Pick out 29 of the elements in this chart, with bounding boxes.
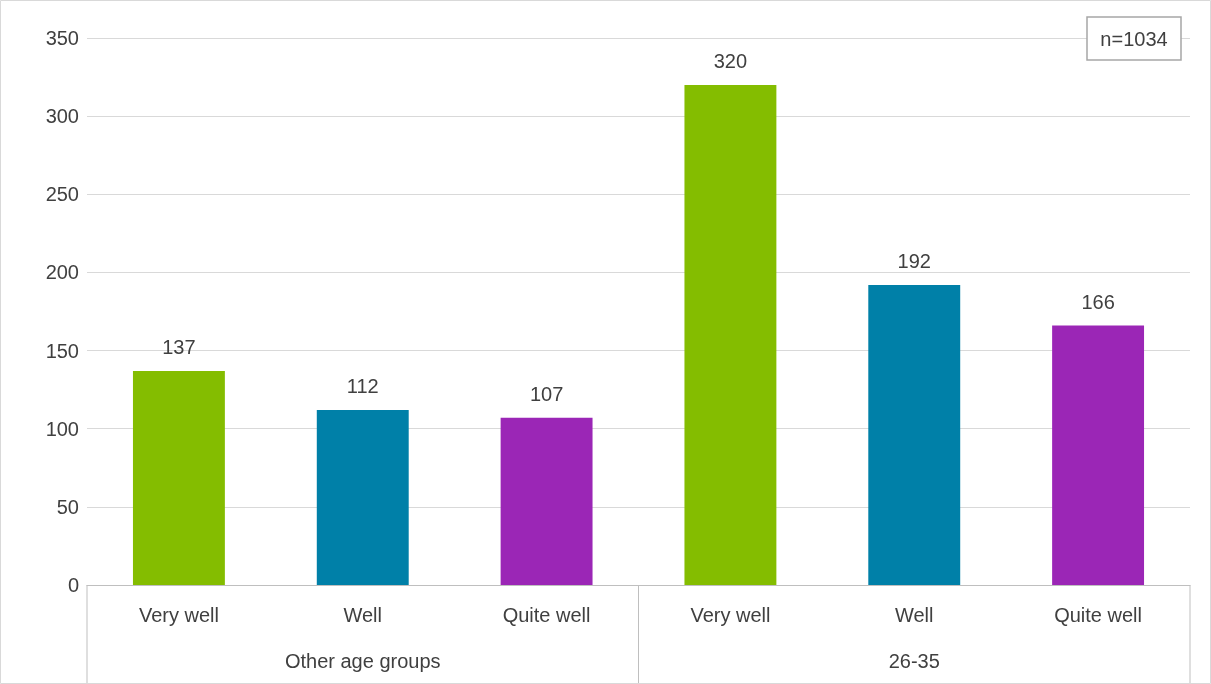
text: Other age groups [284,650,441,672]
y-tick-label: 100 [45,417,79,440]
x-tick-label: Quite well [1054,604,1142,626]
bar [868,284,961,585]
y-tick-label: 150 [45,339,79,362]
bar [132,370,225,585]
bar [684,84,777,585]
x-tick-label: Well [343,604,383,626]
data-label: 166 [1081,290,1115,313]
x-tick-label: Well [894,604,934,626]
x-tick-label: Very well [690,604,771,626]
data-label: 137 [162,335,196,358]
y-tick-label: 200 [45,261,79,284]
y-tick-label: 250 [45,183,79,206]
y-tick-label: 300 [45,105,79,128]
x-tick-label: Quite well [502,604,591,626]
y-tick-label: 0 [67,574,79,596]
bar [316,409,409,585]
bar [1052,325,1145,585]
y-tick-label: 50 [56,495,79,518]
data-label: 192 [897,249,931,272]
x-tick-label: Very well [138,604,219,626]
data-label: 112 [346,374,379,397]
annotation: n=1034 [1100,27,1168,50]
data-label: 320 [713,49,748,72]
y-tick-label: 350 [45,27,79,49]
bar [500,417,593,585]
data-label: 107 [529,382,564,405]
text: 26-35 [888,650,940,672]
